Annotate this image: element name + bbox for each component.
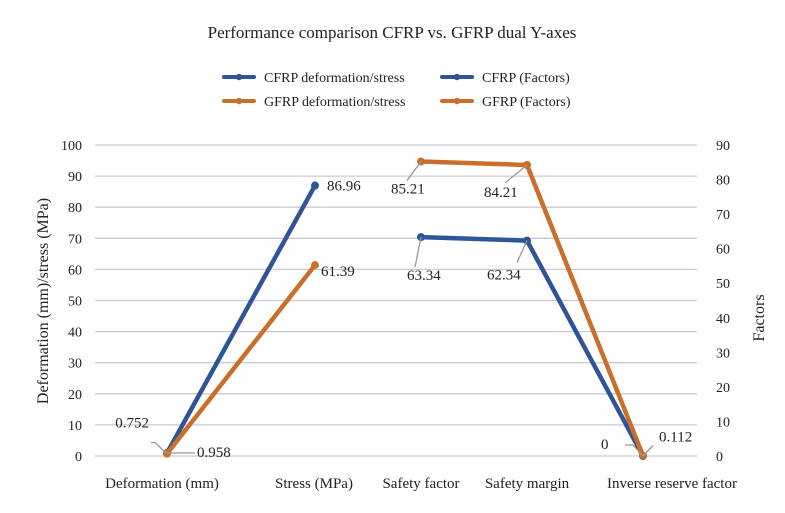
x-tick-safety-margin: Safety margin <box>485 476 570 492</box>
data-label-gfrp-deformation-stress-0: 0.752 <box>115 416 149 432</box>
y2-tick-0: 0 <box>716 450 723 465</box>
legend: CFRP deformation/stress CFRP (Factors) G… <box>222 71 571 110</box>
y2-tick-80: 80 <box>716 174 730 189</box>
y-tick-40: 40 <box>68 326 82 341</box>
data-labels: 0.958 86.96 0.752 61.39 63.34 62.34 0 85.21 84.2… <box>115 161 692 461</box>
data-label-cfrp-factors-2: 0 <box>601 437 609 453</box>
y2-tick-50: 50 <box>716 277 730 292</box>
leader-line-gfrp-factors-0 <box>406 161 422 181</box>
y2-axis-title: Factors <box>751 294 768 341</box>
data-label-gfrp-factors-0: 85.21 <box>391 182 425 198</box>
leader-line-cfrp-factors-0 <box>414 236 422 268</box>
y-tick-50: 50 <box>68 295 82 310</box>
legend-item-cfrp-deformation-stress[interactable]: CFRP deformation/stress <box>222 71 405 86</box>
series-layer <box>163 157 647 460</box>
series-line-gfrp-deformation-stress[interactable] <box>164 262 318 456</box>
y2-tick-40: 40 <box>716 312 730 327</box>
data-label-gfrp-deformation-stress-1: 61.39 <box>321 264 355 280</box>
chart-title: Performance comparison CFRP vs. GFRP dua… <box>208 23 577 42</box>
legend-label-gfrp-deformation-stress: GFRP deformation/stress <box>264 95 405 110</box>
x-tick-deformation-mm: Deformation (mm) <box>105 476 219 492</box>
data-label-gfrp-factors-2: 0.112 <box>659 430 692 446</box>
legend-item-cfrp-factors[interactable]: CFRP (Factors) <box>440 71 570 86</box>
y2-tick-20: 20 <box>716 381 730 396</box>
y2-tick-10: 10 <box>716 415 730 430</box>
y-tick-0: 0 <box>75 450 82 465</box>
legend-marker-gfrp-deformation-stress <box>235 97 243 105</box>
data-label-cfrp-deformation-stress-0: 0.958 <box>197 445 231 461</box>
leader-line-gfrp-factors-1 <box>504 164 528 184</box>
gridlines <box>95 144 697 457</box>
series-line-cfrp-deformation-stress[interactable] <box>164 183 318 456</box>
y-tick-30: 30 <box>68 357 82 372</box>
left-axis-ticks: 0 10 20 30 40 50 60 70 80 90 100 <box>61 139 82 465</box>
data-label-cfrp-factors-1: 62.34 <box>487 268 521 284</box>
point-gfrp-deformation-stress-1[interactable] <box>311 261 319 270</box>
y-tick-80: 80 <box>68 201 82 216</box>
x-tick-stress-mpa: Stress (MPa) <box>275 476 353 492</box>
right-axis-ticks: 0 10 20 30 40 50 60 70 80 90 <box>716 139 730 465</box>
legend-marker-gfrp-factors <box>453 97 461 105</box>
leader-line-cfrp-factors-1 <box>516 240 528 263</box>
point-cfrp-deformation-stress-1[interactable] <box>311 181 319 190</box>
y2-tick-70: 70 <box>716 208 730 223</box>
data-label-cfrp-factors-0: 63.34 <box>407 268 441 284</box>
category-axis: Deformation (mm) Stress (MPa) Safety facto… <box>105 476 737 492</box>
y-tick-60: 60 <box>68 263 82 278</box>
leader-line-gfrp-deformation-stress-0 <box>151 442 168 455</box>
y-axis-title: Deformation (mm)/stress (MPa) <box>35 198 52 404</box>
legend-label-gfrp-factors: GFRP (Factors) <box>482 95 571 110</box>
x-tick-inverse-reserve-factor: Inverse reserve factor <box>607 476 737 492</box>
leader-line-cfrp-factors-2 <box>625 444 644 457</box>
y2-tick-30: 30 <box>716 346 730 361</box>
x-tick-safety-factor: Safety factor <box>382 476 459 492</box>
series-line-gfrp-factors[interactable] <box>418 159 646 458</box>
y-tick-90: 90 <box>68 170 82 185</box>
y-tick-10: 10 <box>68 419 82 434</box>
legend-marker-cfrp-factors <box>453 73 461 81</box>
legend-label-cfrp-factors: CFRP (Factors) <box>482 71 570 86</box>
leader-line-gfrp-factors-2 <box>642 445 654 457</box>
legend-marker-cfrp-deformation-stress <box>235 73 243 81</box>
data-label-gfrp-factors-1: 84.21 <box>484 185 518 201</box>
y-tick-20: 20 <box>68 388 82 403</box>
y-tick-70: 70 <box>68 232 82 247</box>
y2-tick-90: 90 <box>716 139 730 154</box>
y-tick-100: 100 <box>61 139 82 154</box>
legend-label-cfrp-deformation-stress: CFRP deformation/stress <box>264 71 405 86</box>
legend-item-gfrp-factors[interactable]: GFRP (Factors) <box>440 95 571 110</box>
y2-tick-60: 60 <box>716 243 730 258</box>
data-label-cfrp-deformation-stress-1: 86.96 <box>327 179 361 195</box>
legend-item-gfrp-deformation-stress[interactable]: GFRP deformation/stress <box>222 95 405 110</box>
